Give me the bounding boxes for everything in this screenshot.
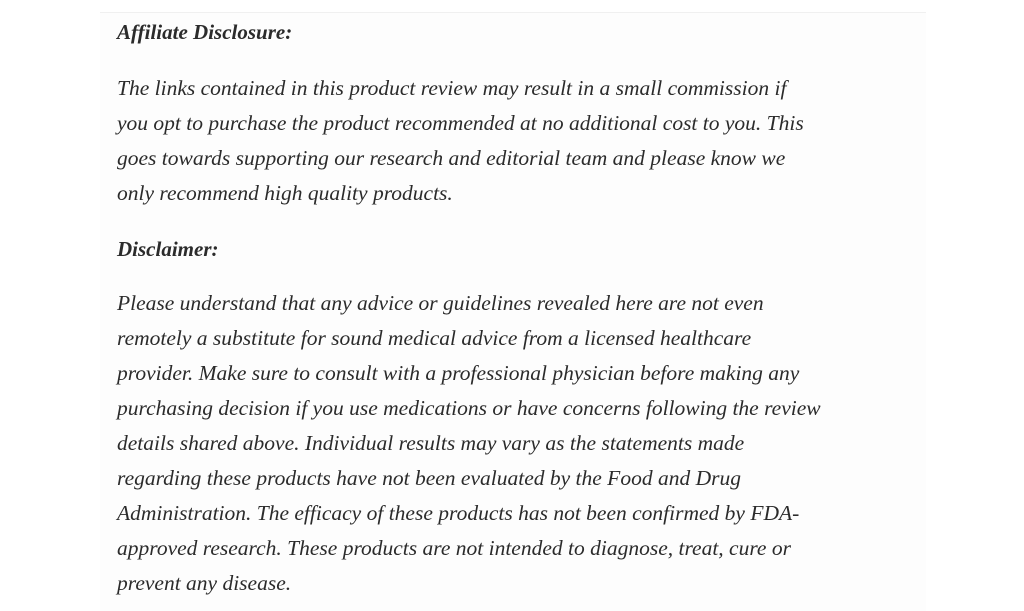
affiliate-disclosure-heading: Affiliate Disclosure: xyxy=(117,20,293,44)
text-line: provider. Make sure to consult with a pr… xyxy=(117,361,800,385)
text-line: purchasing decision if you use medicatio… xyxy=(117,396,821,420)
disclaimer-heading: Disclaimer: xyxy=(117,237,219,261)
text-line: The links contained in this product revi… xyxy=(117,76,787,100)
text-line: remotely a substitute for sound medical … xyxy=(117,326,752,350)
text-line: regarding these products have not been e… xyxy=(117,466,741,490)
text-line: only recommend high quality products. xyxy=(117,181,453,205)
text-line: approved research. These products are no… xyxy=(117,536,791,560)
text-line: Administration. The efficacy of these pr… xyxy=(117,501,800,525)
disclaimer-text: Please understand that any advice or gui… xyxy=(117,286,821,601)
affiliate-disclosure-text: The links contained in this product revi… xyxy=(117,71,804,211)
text-line: details shared above. Individual results… xyxy=(117,431,745,455)
text-line: goes towards supporting our research and… xyxy=(117,146,786,170)
text-line: Please understand that any advice or gui… xyxy=(117,291,764,315)
text-line: you opt to purchase the product recommen… xyxy=(117,111,804,135)
disclosure-box xyxy=(100,12,926,611)
text-line: prevent any disease. xyxy=(117,571,292,595)
